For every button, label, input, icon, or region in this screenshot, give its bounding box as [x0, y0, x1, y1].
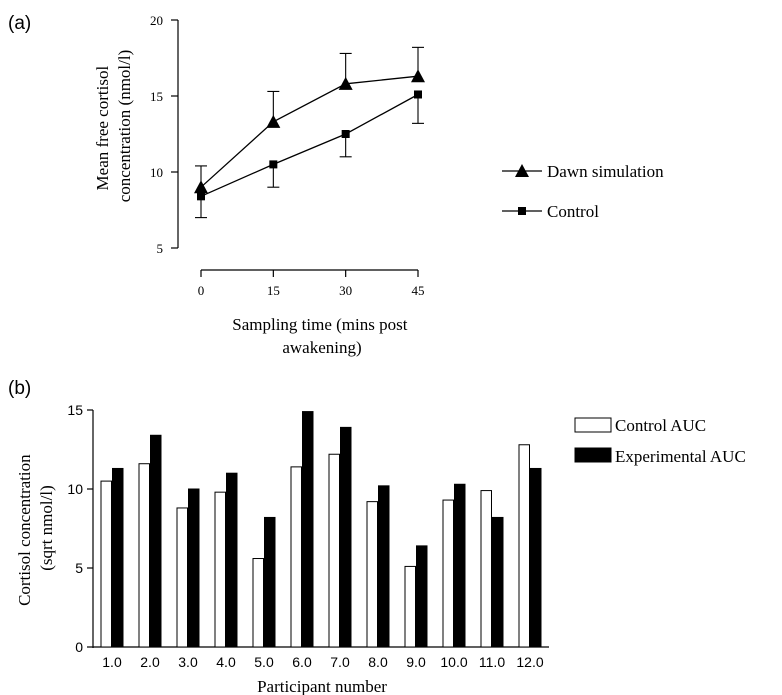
- y-tick-label: 20: [150, 13, 163, 28]
- legend-label-dawn-simulation: Dawn simulation: [547, 162, 664, 181]
- bar-experimental-auc: [378, 485, 390, 648]
- panel-b-y-axis-title-line-1: Cortisol concentration: [15, 454, 34, 606]
- x-tick-label: 12.0: [516, 654, 543, 670]
- legend-swatch-experimental-auc: [574, 447, 612, 463]
- bar-control-auc: [290, 466, 302, 648]
- panel-b-y-axis-title-line-2: (sqrt nmol/l): [37, 485, 56, 570]
- series-line-control: [200, 93, 419, 197]
- panel-a-x-axis: 0 15 30 45: [198, 269, 425, 298]
- legend-item-experimental-auc: Experimental AUC: [574, 447, 746, 466]
- x-tick-label: 6.0: [292, 654, 312, 670]
- data-point-control: [341, 130, 350, 138]
- data-point-control: [414, 90, 422, 99]
- series-line-dawn-simulation: [200, 75, 419, 188]
- x-tick-label: 1.0: [102, 654, 122, 670]
- y-tick-label: 5: [75, 560, 83, 576]
- x-tick-label: 8.0: [368, 654, 388, 670]
- panel-b: (b) 0 5 10 15 Cortisol concentration (sqrt …: [8, 378, 746, 695]
- legend-item-dawn-simulation: Dawn simulation: [502, 162, 664, 181]
- x-tick-label: 11.0: [479, 654, 505, 670]
- triangle-marker-icon: [515, 164, 529, 177]
- x-tick-label: 30: [339, 283, 352, 298]
- panel-a-y-axis-title-line-1: Mean free cortisol: [93, 66, 112, 191]
- bar-control-auc: [480, 490, 492, 648]
- panel-a: (a) 5 10 15 20 0 15 30 45 Mean free cortisol c…: [8, 13, 664, 357]
- bar-control-auc: [176, 507, 188, 648]
- bar-experimental-auc: [492, 516, 504, 648]
- legend-swatch-control-auc: [574, 417, 612, 433]
- legend-label-control: Control: [547, 202, 599, 221]
- panel-a-label: (a): [8, 13, 31, 34]
- panel-a-y-axis: 5 10 15 20: [150, 13, 179, 256]
- y-tick-label: 5: [157, 241, 164, 256]
- bar-experimental-auc: [188, 488, 200, 648]
- panel-b-legend: Control AUC Experimental AUC: [574, 416, 746, 466]
- data-point-control: [269, 160, 278, 169]
- panel-b-y-axis-title: Cortisol concentration (sqrt nmol/l): [15, 450, 56, 606]
- x-tick-label: 4.0: [216, 654, 236, 670]
- bar-control-auc: [328, 453, 340, 648]
- x-tick-label: 2.0: [140, 654, 160, 670]
- legend-item-control-auc: Control AUC: [574, 416, 706, 435]
- x-tick-label: 7.0: [330, 654, 350, 670]
- bar-control-auc: [442, 499, 454, 648]
- legend-label-control-auc: Control AUC: [615, 416, 706, 435]
- bar-experimental-auc: [530, 467, 542, 648]
- panel-b-plot-area: 1.0 2.0 3.0 4.0 5.0 6.0 7.0 8.0 9.0 10.0 11.0 12.0: [100, 411, 544, 670]
- bar-experimental-auc: [416, 545, 428, 648]
- panel-a-x-axis-title-line-1: Sampling time (mins post: [232, 315, 407, 334]
- legend-label-experimental-auc: Experimental AUC: [615, 447, 746, 466]
- panel-a-x-axis-title-line-2: awakening): [282, 338, 361, 357]
- bar-control-auc: [100, 480, 112, 648]
- x-tick-label: 3.0: [178, 654, 198, 670]
- x-tick-label: 45: [412, 283, 425, 298]
- bar-control-auc: [138, 463, 150, 648]
- y-tick-label: 15: [150, 89, 163, 104]
- x-tick-label: 0: [198, 283, 205, 298]
- y-tick-label: 10: [150, 165, 163, 180]
- x-tick-label: 9.0: [406, 654, 426, 670]
- bar-control-auc: [404, 565, 416, 648]
- y-tick-label: 10: [67, 481, 83, 497]
- panel-a-y-axis-title-line-2: concentration (nmol/l): [115, 50, 134, 202]
- bar-experimental-auc: [302, 411, 314, 648]
- square-marker-icon: [518, 207, 526, 215]
- bar-experimental-auc: [112, 467, 124, 648]
- bar-experimental-auc: [150, 434, 162, 648]
- panel-b-label: (b): [8, 378, 31, 399]
- panel-a-x-axis-title: Sampling time (mins post awakening): [232, 315, 411, 357]
- panel-b-axes: 0 5 10 15: [67, 402, 549, 655]
- bar-control-auc: [252, 558, 264, 648]
- y-tick-label: 15: [67, 402, 83, 418]
- x-tick-label: 10.0: [440, 654, 467, 670]
- bar-experimental-auc: [226, 472, 238, 648]
- data-point-dawn-simulation: [411, 69, 425, 83]
- x-tick-label: 5.0: [254, 654, 274, 670]
- data-point-control: [197, 192, 205, 201]
- data-point-dawn-simulation: [266, 114, 281, 128]
- x-tick-label: 15: [267, 283, 280, 298]
- data-point-dawn-simulation: [338, 76, 353, 90]
- y-tick-label: 0: [75, 639, 83, 655]
- bar-experimental-auc: [454, 483, 466, 648]
- bar-experimental-auc: [264, 516, 276, 648]
- panel-a-plot-area: [194, 46, 425, 219]
- bar-control-auc: [366, 501, 378, 648]
- bar-control-auc: [214, 491, 226, 648]
- bar-control-auc: [518, 444, 530, 648]
- panel-a-y-axis-title: Mean free cortisol concentration (nmol/l…: [93, 50, 134, 202]
- bar-experimental-auc: [340, 426, 352, 648]
- panel-b-x-axis-title: Participant number: [257, 677, 387, 695]
- legend-item-control: Control: [502, 202, 599, 221]
- panel-a-legend: Dawn simulation Control: [502, 162, 664, 221]
- data-point-dawn-simulation: [194, 180, 208, 194]
